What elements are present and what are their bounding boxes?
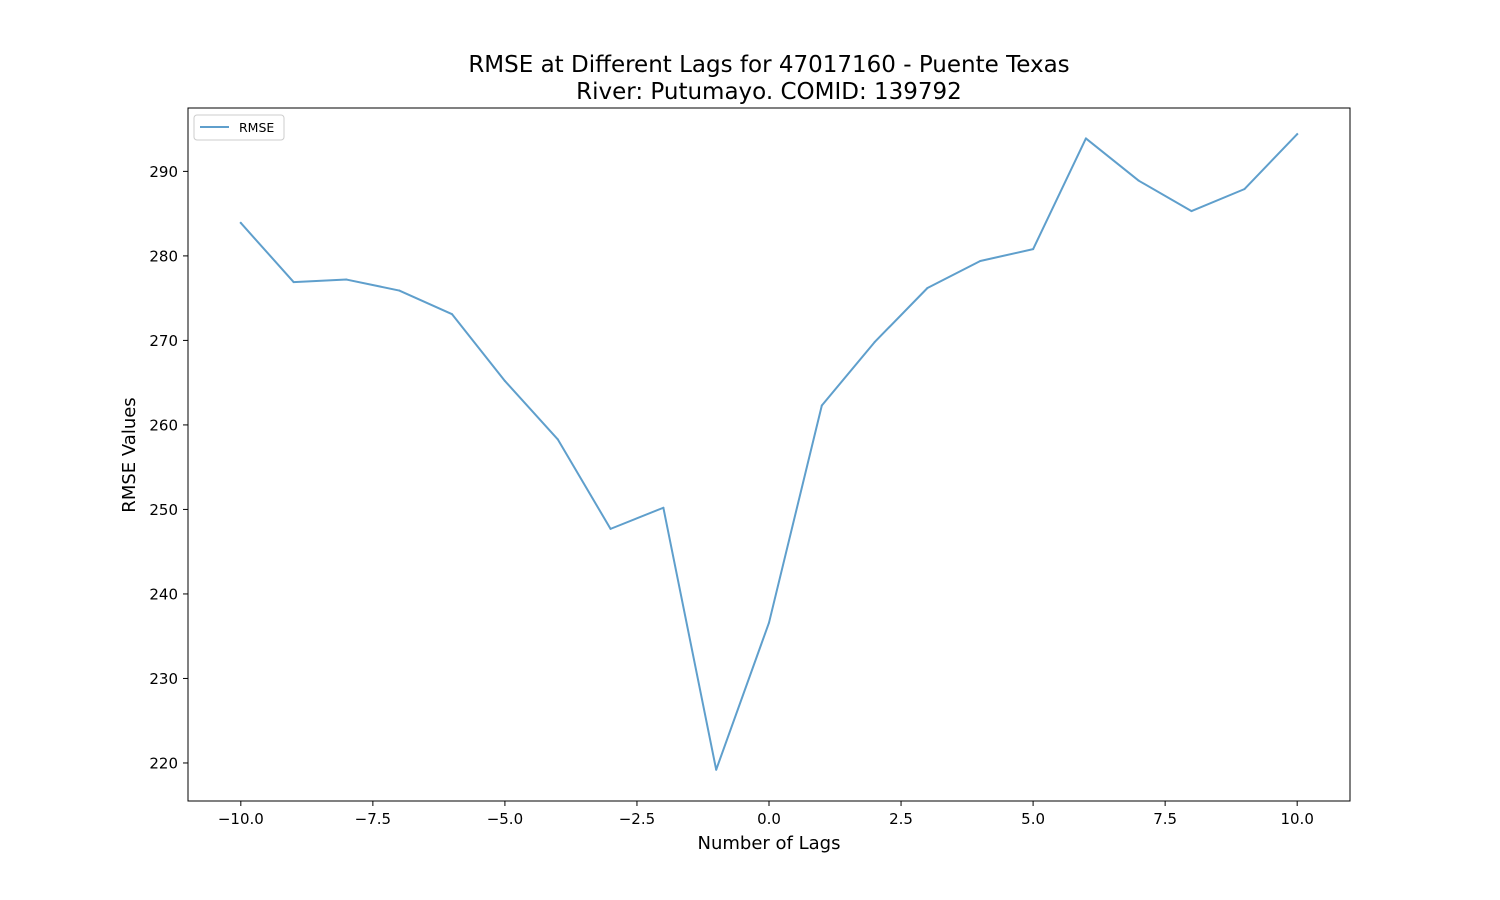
data-point xyxy=(239,221,242,224)
y-tick-label: 240 xyxy=(149,585,178,603)
data-point xyxy=(1084,137,1087,140)
data-point xyxy=(820,404,823,407)
data-point xyxy=(715,768,718,771)
data-point xyxy=(926,287,929,290)
legend: RMSE xyxy=(193,114,285,141)
data-point xyxy=(979,259,982,262)
data-point xyxy=(609,527,612,530)
data-point xyxy=(556,438,559,441)
x-tick-label: −5.0 xyxy=(487,810,523,828)
chart-subtitle: River: Putumayo. COMID: 139792 xyxy=(576,79,962,105)
data-point xyxy=(292,281,295,284)
x-tick-label: −2.5 xyxy=(619,810,655,828)
x-tick-label: −10.0 xyxy=(218,810,264,828)
x-tick-label: 2.5 xyxy=(889,810,913,828)
x-tick-label: 5.0 xyxy=(1021,810,1045,828)
data-point xyxy=(345,278,348,281)
x-axis-label: Number of Lags xyxy=(698,833,841,854)
plot-area-frame xyxy=(187,107,1351,802)
y-tick-label: 220 xyxy=(149,754,178,772)
data-point xyxy=(873,341,876,344)
data-point xyxy=(503,379,506,382)
y-tick-label: 270 xyxy=(149,332,178,350)
data-point xyxy=(1137,179,1140,182)
y-tick-label: 230 xyxy=(149,670,178,688)
x-tick-label: 0.0 xyxy=(757,810,781,828)
y-tick-label: 250 xyxy=(149,501,178,519)
x-axis-ticks: −10.0 −7.5 −5.0 −2.5 0.0 2.5 5.0 7.5 10.0 xyxy=(218,801,1314,828)
y-tick-label: 260 xyxy=(149,416,178,434)
y-tick-label: 290 xyxy=(149,163,178,181)
series-points xyxy=(239,133,1299,771)
y-axis-label: RMSE Values xyxy=(119,397,140,512)
data-point xyxy=(1296,133,1299,136)
legend-box xyxy=(193,114,285,141)
data-point xyxy=(398,289,401,292)
data-point xyxy=(662,506,665,509)
x-tick-label: 7.5 xyxy=(1153,810,1177,828)
x-tick-label: 10.0 xyxy=(1280,810,1313,828)
data-point xyxy=(451,313,454,316)
data-point xyxy=(1032,248,1035,251)
y-tick-label: 280 xyxy=(149,247,178,265)
data-point xyxy=(1243,188,1246,191)
y-axis-ticks: 220 230 240 250 260 270 280 290 xyxy=(149,163,188,772)
data-point xyxy=(768,621,770,624)
legend-label-rmse: RMSE xyxy=(239,120,274,135)
x-tick-label: −7.5 xyxy=(355,810,391,828)
data-point xyxy=(1190,210,1193,213)
chart-title: RMSE at Different Lags for 47017160 - Pu… xyxy=(468,52,1069,78)
